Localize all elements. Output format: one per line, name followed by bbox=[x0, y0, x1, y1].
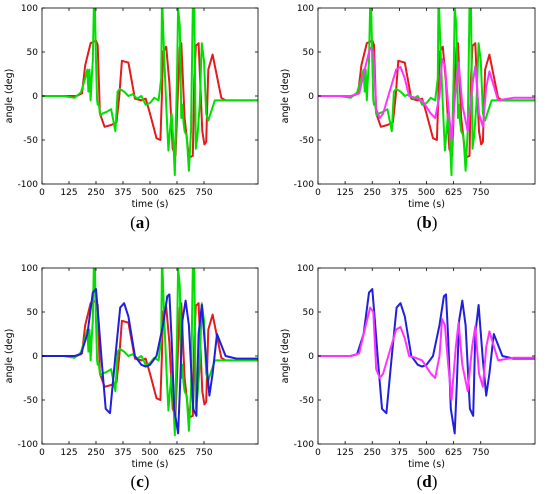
x-tick-label: 250 bbox=[364, 188, 381, 198]
x-tick-label: 625 bbox=[445, 448, 462, 458]
chart-panel-2: 0 125 250 375 500 625 750 -100 -50 0 50 100 time (s)… bbox=[280, 4, 536, 232]
x-tick-label: 500 bbox=[418, 448, 435, 458]
series-group bbox=[42, 268, 258, 437]
chart-panel-4: 0 125 250 375 500 625 750 -100 -50 0 50 100 time (s)… bbox=[280, 264, 536, 491]
x-tick-label: 375 bbox=[391, 188, 408, 198]
x-tick-label: 625 bbox=[445, 188, 462, 198]
x-tick-label: 0 bbox=[39, 188, 45, 198]
y-tick-label: 100 bbox=[297, 264, 314, 274]
series-line-3 bbox=[318, 46, 535, 141]
x-tick-label: 0 bbox=[315, 448, 321, 458]
x-axis-label: time (s) bbox=[132, 459, 169, 470]
x-tick-label: 500 bbox=[418, 188, 435, 198]
y-tick-label: -50 bbox=[23, 136, 38, 146]
series-line-3 bbox=[42, 288, 258, 435]
x-axis-label: time (s) bbox=[132, 199, 169, 210]
x-tick-label: 750 bbox=[195, 188, 212, 198]
panel-caption: (a) bbox=[130, 213, 150, 232]
series-group bbox=[42, 8, 258, 177]
y-tick-label: 50 bbox=[303, 308, 315, 318]
panel-caption: (d) bbox=[417, 472, 438, 491]
series-line-2 bbox=[42, 8, 258, 177]
y-tick-label: 50 bbox=[27, 308, 39, 318]
panel-caption: (c) bbox=[131, 472, 150, 491]
x-tick-label: 0 bbox=[315, 188, 321, 198]
series-line-2 bbox=[42, 268, 258, 437]
x-axis-label: time (s) bbox=[408, 459, 445, 470]
x-tick-label: 375 bbox=[114, 448, 131, 458]
y-tick-label: 100 bbox=[297, 4, 314, 14]
y-axis-label: angle (deg) bbox=[4, 329, 15, 384]
series-line-2 bbox=[318, 306, 535, 401]
y-tick-label: 100 bbox=[21, 264, 38, 274]
y-tick-label: -50 bbox=[299, 396, 314, 406]
panel-caption: (b) bbox=[417, 213, 438, 232]
x-tick-label: 125 bbox=[337, 188, 354, 198]
series-line-2 bbox=[318, 8, 535, 177]
y-tick-label: -100 bbox=[18, 180, 39, 190]
x-axis-label: time (s) bbox=[408, 199, 445, 210]
y-tick-label: 0 bbox=[32, 352, 38, 362]
y-axis-label: angle (deg) bbox=[4, 69, 15, 124]
y-tick-label: 50 bbox=[303, 48, 315, 58]
x-tick-label: 125 bbox=[60, 188, 77, 198]
series-group bbox=[318, 8, 535, 177]
series-group bbox=[318, 288, 535, 435]
x-tick-label: 250 bbox=[87, 448, 104, 458]
x-tick-label: 750 bbox=[195, 448, 212, 458]
series-line-1 bbox=[42, 39, 258, 159]
x-tick-label: 250 bbox=[364, 448, 381, 458]
x-tick-label: 625 bbox=[168, 448, 185, 458]
x-tick-label: 750 bbox=[472, 188, 489, 198]
x-tick-label: 125 bbox=[60, 448, 77, 458]
series-line-1 bbox=[42, 299, 258, 419]
x-tick-label: 375 bbox=[391, 448, 408, 458]
x-tick-label: 500 bbox=[141, 448, 158, 458]
y-tick-label: 0 bbox=[32, 92, 38, 102]
x-tick-label: 750 bbox=[472, 448, 489, 458]
x-tick-label: 250 bbox=[87, 188, 104, 198]
y-axis-label: angle (deg) bbox=[280, 69, 291, 124]
chart-panel-3: 0 125 250 375 500 625 750 -100 -50 0 50 100 time (s)… bbox=[4, 264, 259, 491]
y-tick-label: -100 bbox=[294, 180, 315, 190]
x-tick-label: 375 bbox=[114, 188, 131, 198]
y-tick-label: 0 bbox=[308, 92, 314, 102]
y-tick-label: 0 bbox=[308, 352, 314, 362]
y-tick-label: -50 bbox=[23, 396, 38, 406]
y-tick-label: -100 bbox=[294, 440, 315, 450]
y-tick-label: 100 bbox=[21, 4, 38, 14]
y-axis-label: angle (deg) bbox=[280, 329, 291, 384]
x-tick-label: 625 bbox=[168, 188, 185, 198]
y-tick-label: -50 bbox=[299, 136, 314, 146]
chart-panel-1: 0 125 250 375 500 625 750 -100 -50 0 50 100 time (s)… bbox=[4, 4, 259, 232]
x-tick-label: 500 bbox=[141, 188, 158, 198]
x-tick-label: 0 bbox=[39, 448, 45, 458]
y-tick-label: 50 bbox=[27, 48, 39, 58]
x-tick-label: 125 bbox=[337, 448, 354, 458]
series-line-1 bbox=[318, 288, 535, 435]
y-tick-label: -100 bbox=[18, 440, 39, 450]
